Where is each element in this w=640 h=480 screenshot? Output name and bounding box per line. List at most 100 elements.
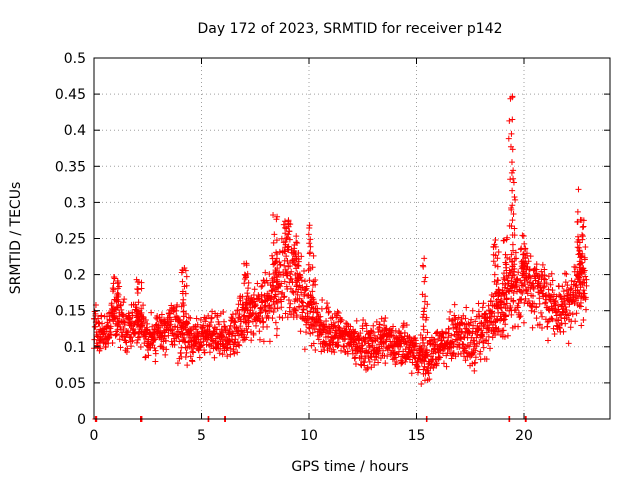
- burst-point: [509, 116, 516, 123]
- data-point: [520, 319, 527, 326]
- data-point: [578, 253, 585, 260]
- burst-point: [505, 135, 512, 142]
- data-point: [292, 307, 299, 314]
- burst-point: [133, 307, 140, 314]
- data-point: [272, 319, 279, 326]
- data-point: [411, 354, 418, 361]
- data-point: [502, 321, 509, 328]
- data-point: [497, 298, 504, 305]
- data-point: [266, 338, 273, 345]
- data-point: [144, 320, 151, 327]
- burst-point: [577, 252, 584, 259]
- data-point: [281, 293, 288, 300]
- data-point: [443, 363, 450, 370]
- data-point: [573, 310, 580, 317]
- data-point: [251, 298, 258, 305]
- burst-point: [420, 326, 427, 333]
- x-tick-label: 10: [300, 428, 318, 444]
- data-point: [227, 351, 234, 358]
- data-point: [353, 317, 360, 324]
- data-point: [117, 344, 124, 351]
- data-point: [485, 307, 492, 314]
- burst-point: [495, 286, 502, 293]
- data-point: [306, 324, 313, 331]
- data-point: [287, 300, 294, 307]
- burst-point: [245, 295, 252, 302]
- burst-point: [578, 259, 585, 266]
- burst-point: [577, 254, 584, 261]
- data-point: [454, 337, 461, 344]
- data-point: [472, 318, 479, 325]
- burst-point: [575, 186, 582, 193]
- burst-point: [495, 292, 502, 299]
- y-tick-label: 0.15: [55, 304, 86, 320]
- data-point: [224, 344, 231, 351]
- data-point: [301, 346, 308, 353]
- data-point: [397, 330, 404, 337]
- data-point: [155, 323, 162, 330]
- data-point: [171, 341, 178, 348]
- data-point: [462, 357, 469, 364]
- data-point: [566, 310, 573, 317]
- data-point: [500, 317, 507, 324]
- burst-point: [510, 167, 517, 174]
- data-point: [201, 349, 208, 356]
- data-point: [167, 310, 174, 317]
- burst-point: [521, 264, 528, 271]
- data-point: [143, 326, 150, 333]
- data-point: [410, 346, 417, 353]
- data-point: [347, 323, 354, 330]
- data-point: [373, 354, 380, 361]
- burst-point: [283, 235, 290, 242]
- burst-point: [424, 329, 431, 336]
- data-point: [541, 266, 548, 273]
- data-point: [515, 269, 522, 276]
- data-point: [211, 354, 218, 361]
- data-point: [541, 283, 548, 290]
- data-point: [370, 329, 377, 336]
- data-point: [514, 276, 521, 283]
- data-point: [414, 363, 421, 370]
- burst-point: [523, 275, 530, 282]
- burst-point: [518, 258, 525, 265]
- data-point: [367, 334, 374, 341]
- data-point: [424, 351, 431, 358]
- data-point: [565, 340, 572, 347]
- data-point: [451, 312, 458, 319]
- data-point: [274, 305, 281, 312]
- data-point: [237, 297, 244, 304]
- burst-point: [183, 320, 190, 327]
- burst-point: [519, 251, 526, 258]
- data-point: [262, 269, 269, 276]
- data-point: [371, 332, 378, 339]
- data-point: [128, 334, 135, 341]
- data-point: [563, 306, 570, 313]
- burst-point: [521, 240, 528, 247]
- data-point: [359, 342, 366, 349]
- data-point: [251, 303, 258, 310]
- data-point: [234, 349, 241, 356]
- burst-point: [579, 233, 586, 240]
- data-point: [477, 348, 484, 355]
- burst-point: [491, 271, 498, 278]
- burst-point: [291, 253, 298, 260]
- data-point: [498, 297, 505, 304]
- burst-point: [114, 285, 121, 292]
- data-point: [409, 359, 416, 366]
- data-point: [471, 367, 478, 374]
- data-point: [206, 349, 213, 356]
- data-point: [123, 339, 130, 346]
- burst-point: [504, 254, 511, 261]
- data-point: [174, 302, 181, 309]
- data-point: [325, 308, 332, 315]
- burst-point: [136, 279, 143, 286]
- data-point: [124, 345, 131, 352]
- data-point: [450, 350, 457, 357]
- burst-point: [510, 210, 517, 217]
- burst-point: [270, 239, 277, 246]
- data-point: [278, 298, 285, 305]
- data-point: [480, 323, 487, 330]
- burst-point: [506, 117, 513, 124]
- burst-point: [294, 239, 301, 246]
- burst-point: [519, 232, 526, 239]
